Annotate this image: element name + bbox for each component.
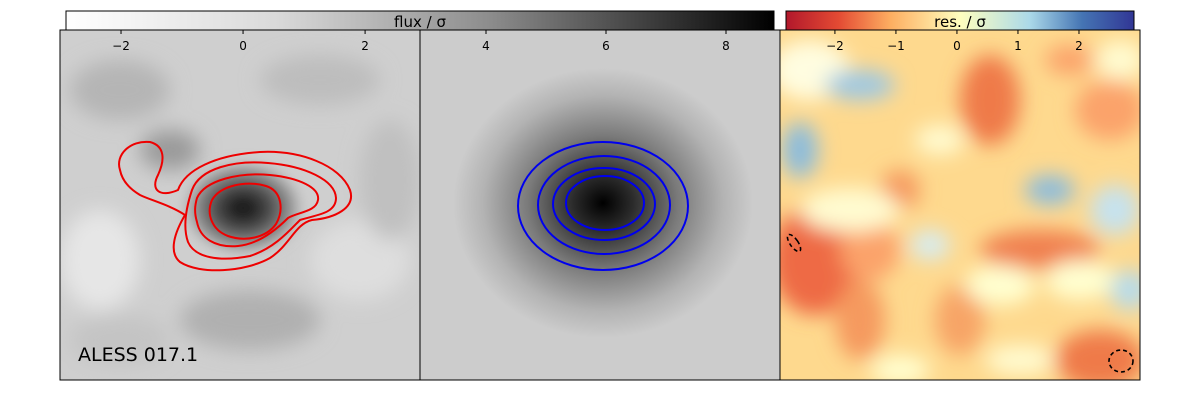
colorbar-ticks: −2 0 2 4 6 8 −2 −1 0 1 2 bbox=[112, 30, 1083, 53]
greys-colorbar-label: flux / σ bbox=[394, 13, 446, 31]
residual-colorbar: res. / σ bbox=[785, 10, 1135, 31]
colorbar-tick-label: 2 bbox=[1075, 39, 1083, 53]
panel-model bbox=[420, 30, 780, 380]
source-label: ALESS 017.1 bbox=[78, 344, 198, 366]
beam-ellipse-icon bbox=[786, 233, 802, 253]
residual-beam-markers bbox=[786, 233, 1134, 373]
greys-colorbar: flux / σ bbox=[65, 10, 775, 31]
colorbar-tick-label: 0 bbox=[239, 39, 247, 53]
panel-model-contours bbox=[517, 141, 689, 271]
beam-ellipse-icon bbox=[1108, 349, 1134, 373]
model-contour-level-1 bbox=[517, 141, 689, 271]
model-contour-level-3 bbox=[552, 167, 656, 241]
panel-data bbox=[60, 30, 420, 380]
contour-level-2 bbox=[184, 161, 338, 260]
contour-level-1 bbox=[118, 140, 353, 272]
colorbar-tick-label: −2 bbox=[112, 39, 130, 53]
residual-colorbar-label: res. / σ bbox=[934, 13, 986, 31]
panel-residual bbox=[780, 30, 1140, 380]
colorbar-tick-label: 1 bbox=[1014, 39, 1022, 53]
colorbar-tick-label: 0 bbox=[953, 39, 961, 53]
colorbar-tick-label: −1 bbox=[887, 39, 905, 53]
model-contour-level-4 bbox=[565, 175, 645, 231]
colorbar-tick-label: 2 bbox=[361, 39, 369, 53]
colorbar-tick-label: 6 bbox=[602, 39, 610, 53]
contour-level-3 bbox=[194, 173, 320, 248]
contour-level-4 bbox=[208, 182, 282, 240]
model-contour-level-2 bbox=[537, 155, 671, 255]
panel-data-contours bbox=[118, 140, 353, 272]
colorbar-tick-label: −2 bbox=[826, 39, 844, 53]
colorbar-tick-label: 8 bbox=[722, 39, 730, 53]
colorbar-tick-label: 4 bbox=[482, 39, 490, 53]
panel-residual-frame bbox=[779, 29, 1141, 381]
